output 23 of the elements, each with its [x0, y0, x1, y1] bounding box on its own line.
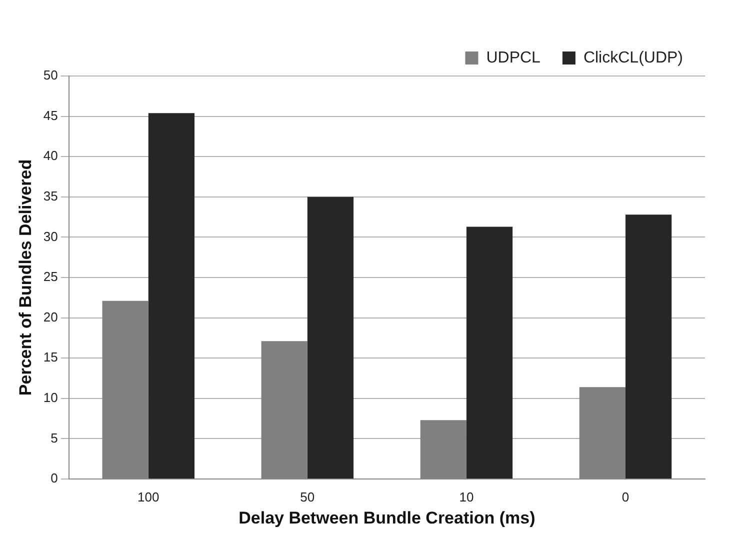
y-tick-label: 15: [43, 350, 58, 365]
bar: [307, 196, 354, 478]
x-tick-label: 0: [622, 489, 630, 504]
legend-label: ClickCL(UDP): [583, 49, 684, 66]
legend-label: UDPCL: [486, 49, 541, 66]
y-tick-label: 45: [43, 108, 58, 123]
x-tick-label: 10: [459, 489, 474, 504]
y-tick-label: 50: [43, 68, 58, 83]
y-tick-label: 0: [50, 470, 58, 486]
x-tick-label: 50: [300, 489, 315, 504]
bar: [625, 214, 672, 478]
y-tick-label: 10: [43, 390, 58, 405]
bar: [148, 113, 194, 478]
y-tick-label: 40: [43, 148, 58, 164]
bar: [466, 226, 513, 478]
y-tick-label: 30: [43, 228, 58, 244]
x-tick-label: 100: [138, 489, 160, 504]
y-axis-title: Percent of Bundles Delivered: [16, 159, 35, 396]
y-tick-label: 25: [43, 269, 58, 284]
x-axis-title: Delay Between Bundle Creation (ms): [238, 508, 536, 528]
y-tick-label: 20: [43, 309, 58, 324]
y-tick-label: 5: [50, 430, 58, 446]
y-tick-label: 35: [43, 188, 58, 204]
